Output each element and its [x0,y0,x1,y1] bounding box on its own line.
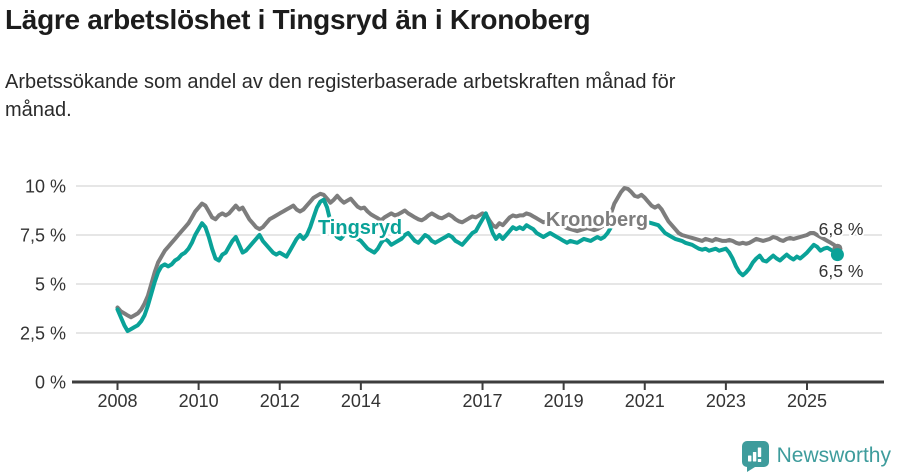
y-tick-label: 2,5 % [20,324,66,344]
x-tick-label: 2023 [706,391,746,411]
x-tick-label: 2021 [625,391,665,411]
footer: Newsworthy [741,440,891,472]
x-tick-label: 2025 [787,391,827,411]
subtitle-line-2: månad. [5,99,72,121]
series-label-kronoberg: Kronoberg [546,209,648,231]
x-tick-label: 2008 [97,391,137,411]
x-tick-label: 2012 [260,391,300,411]
subtitle-line-1: Arbetssökande som andel av den registerb… [5,71,676,93]
series-end-dot-tingsryd [830,248,844,262]
end-value-label-tingsryd: 6,5 % [819,261,864,281]
y-tick-label: 7,5 % [20,226,66,246]
newsworthy-wordmark: Newsworthy [776,444,891,467]
y-tick-label: 0 % [35,373,66,393]
newsworthy-logo[interactable]: Newsworthy [741,440,891,472]
series-line-tingsryd [115,197,840,333]
line-chart: 10 % 7,5 % 5 % 2,5 % 0 % 2008 2010 2012 2014 2017… [0,160,900,432]
y-tick-label: 5 % [35,275,66,295]
series-line-kronoberg [115,186,840,320]
bar-chart-speech-bubble-icon [741,440,769,472]
series-label-tingsryd: Tingsryd [318,217,402,239]
end-value-label-kronoberg: 6,8 % [819,219,864,239]
chart-svg: 10 % 7,5 % 5 % 2,5 % 0 % 2008 2010 2012 2014 2017… [20,177,884,411]
x-tick-label: 2019 [544,391,584,411]
y-tick-label: 10 % [25,177,66,197]
page-title: Lägre arbetslöshet i Tingsryd än i Krono… [5,4,591,35]
x-tick-label: 2014 [341,391,381,411]
x-tick-label: 2010 [179,391,219,411]
x-tick-label: 2017 [463,391,503,411]
page-subtitle: Arbetssökande som andel av den registerb… [5,68,675,124]
